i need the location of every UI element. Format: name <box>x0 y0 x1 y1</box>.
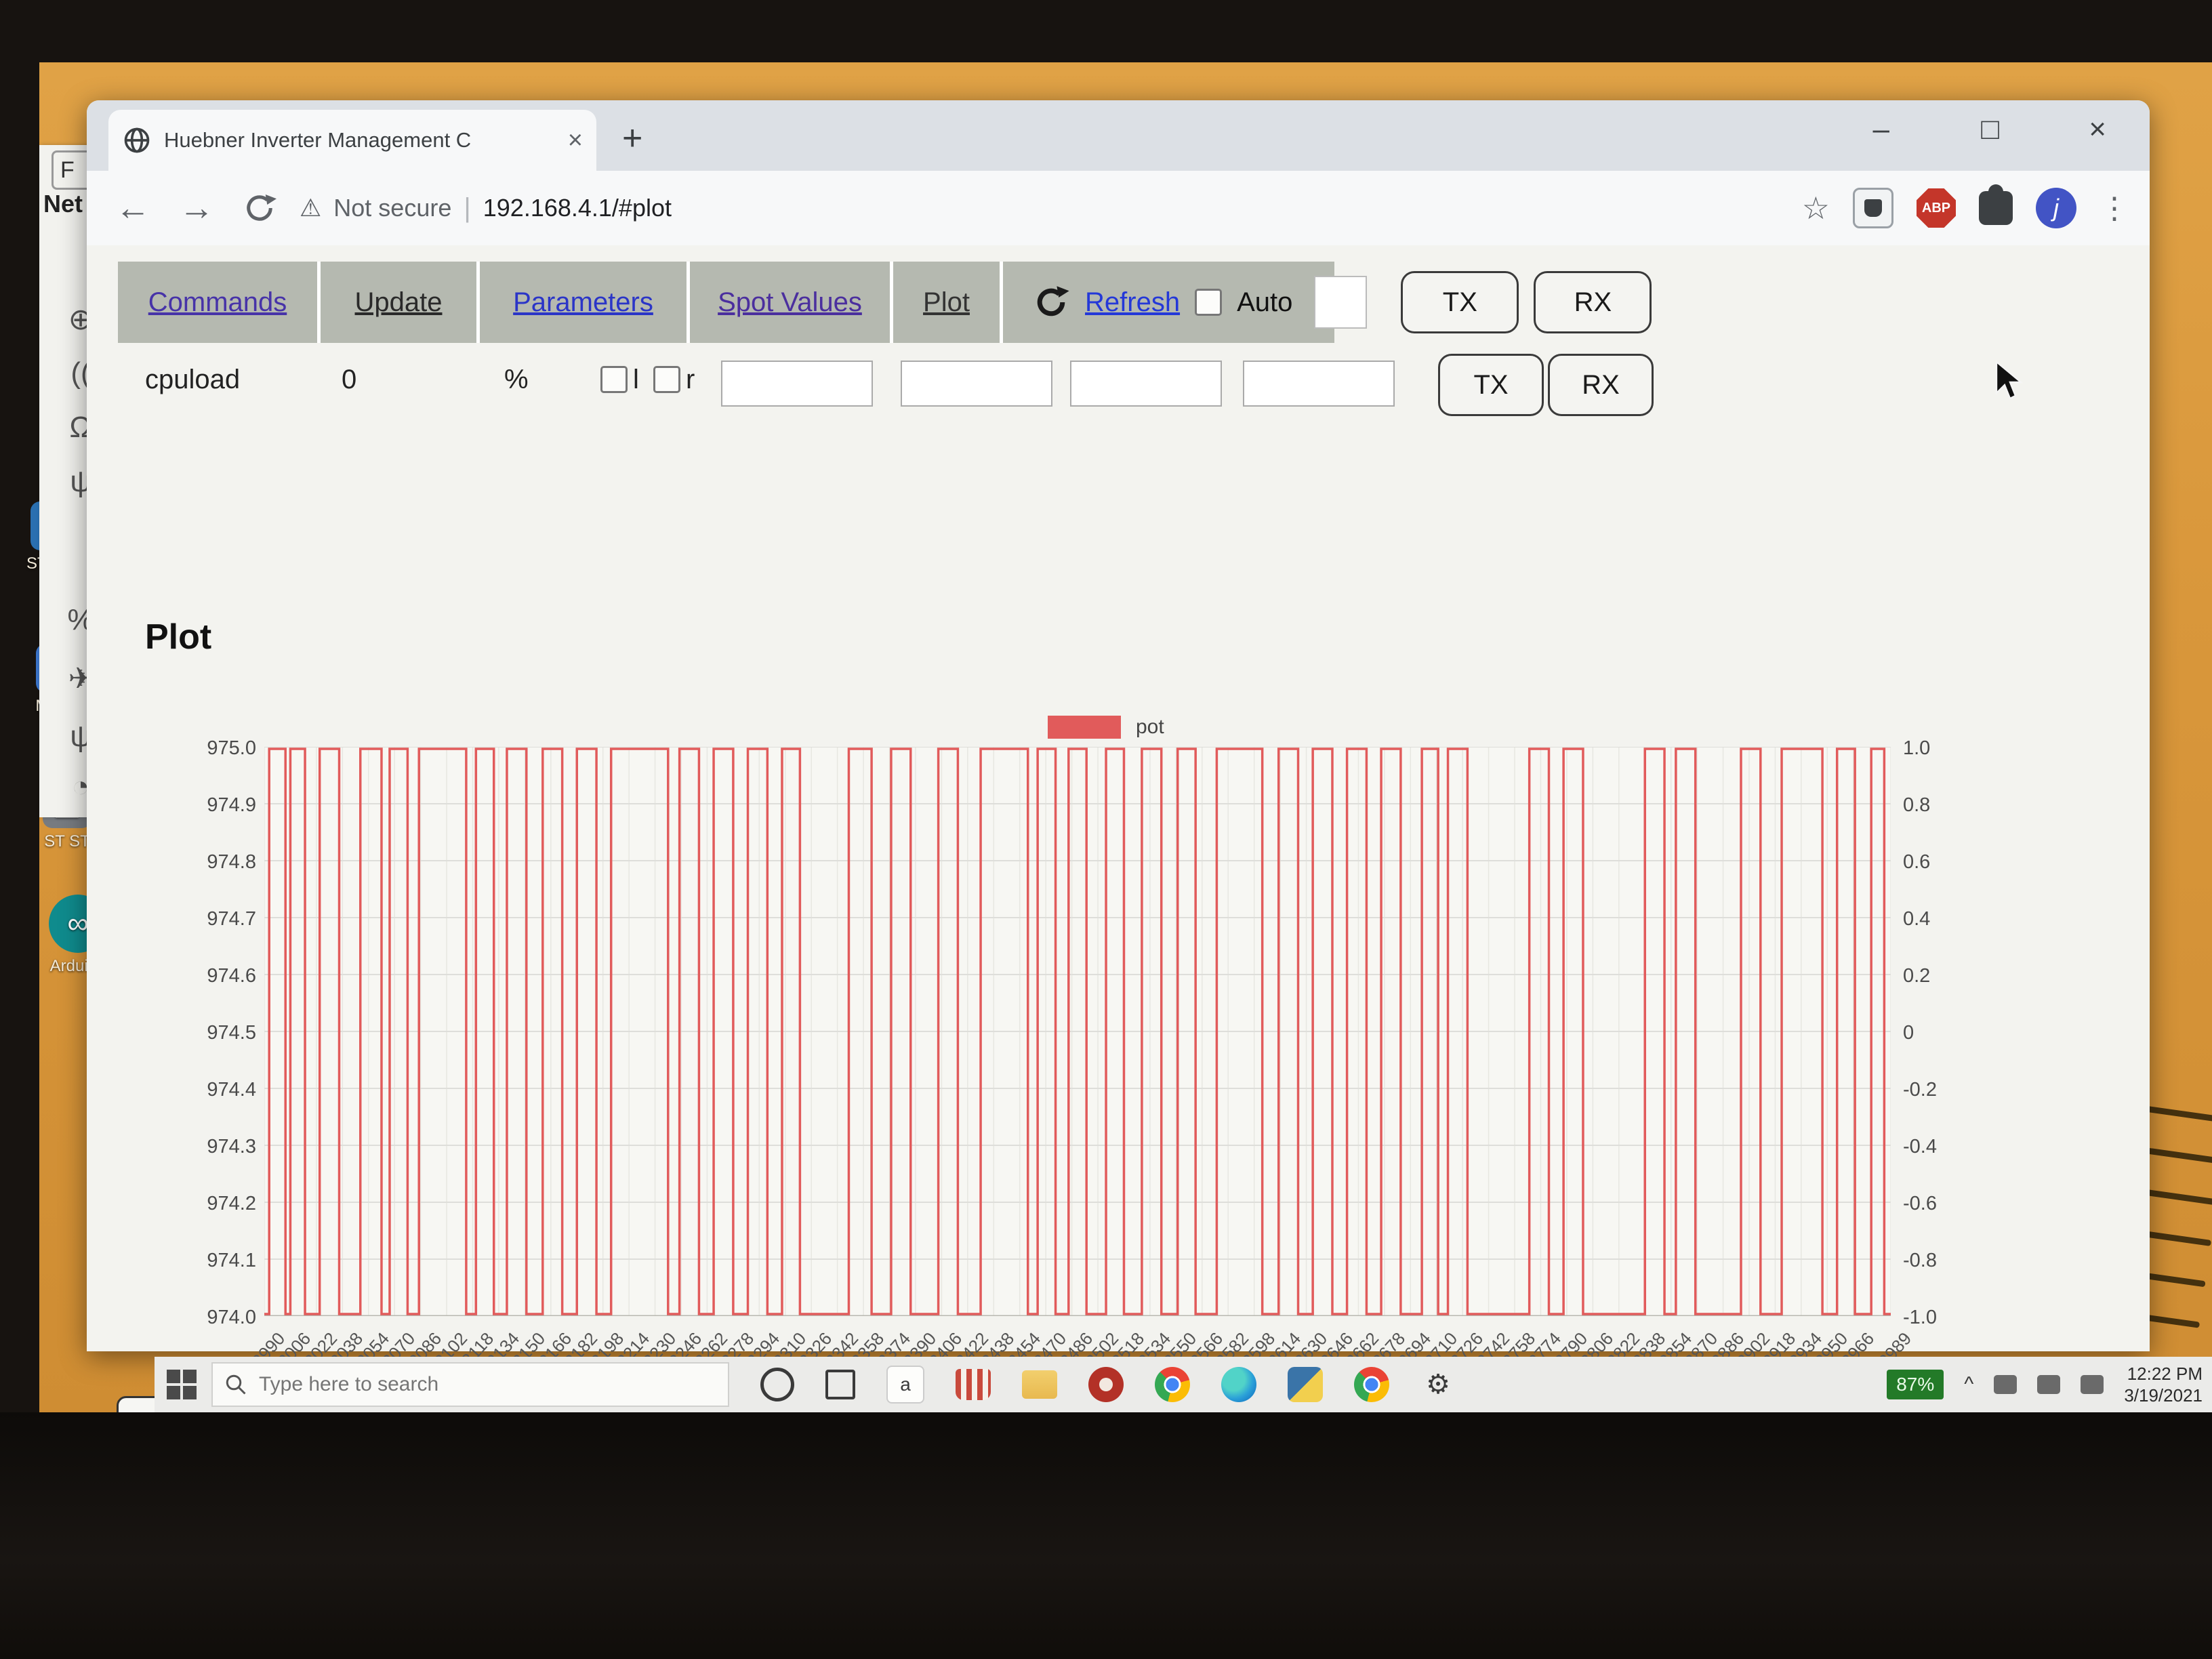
back-icon[interactable]: ← <box>115 188 150 228</box>
page-content: Commands Update Parameters Spot Values Plot … <box>87 245 2150 1456</box>
left-plot-checkbox[interactable] <box>600 366 628 393</box>
cortana-icon[interactable] <box>760 1368 794 1401</box>
search-input[interactable] <box>258 1372 694 1397</box>
nav-cell-commands[interactable]: Commands <box>118 262 321 343</box>
new-tab-button[interactable]: + <box>622 119 643 158</box>
browser-window: Huebner Inverter Management C × + – □ × … <box>87 100 2150 1456</box>
battery-percentage-badge[interactable]: 87% <box>1887 1370 1944 1399</box>
row-tx-button[interactable]: TX <box>1438 354 1544 416</box>
y-axis-left: 975.0 974.9 974.8 974.7 974.6 974.5 974.4 974.3… <box>207 737 256 1328</box>
spot-value-row: cpuload 0 % l r TX RX <box>118 348 1744 423</box>
clock-time: 12:22 PM <box>2127 1363 2203 1384</box>
taskbar-clock[interactable]: 12:22 PM 3/19/2021 <box>2124 1363 2203 1407</box>
y-axis-right: 1.0 0.8 0.6 0.4 0.2 0 -0.2 -0.4 -0.6 -0.8 -1.0 <box>1903 737 1937 1328</box>
extensions-puzzle-icon[interactable] <box>1979 184 2013 225</box>
browser-menu-icon[interactable]: ⋮ <box>2100 191 2129 225</box>
nav-cell-update[interactable]: Update <box>321 262 480 343</box>
profile-avatar[interactable]: j <box>2036 188 2076 228</box>
right-checkbox-label: r <box>686 365 695 394</box>
settings-gear-icon[interactable]: ⚙ <box>1426 1370 1450 1399</box>
left-checkbox-label: l <box>633 365 639 394</box>
mouse-cursor <box>1995 361 2024 400</box>
spot-value: 0 <box>342 365 357 394</box>
media-app-icon[interactable] <box>956 1369 991 1400</box>
nav-value-input[interactable] <box>1314 276 1368 329</box>
tray-chevron-icon[interactable]: ^ <box>1964 1373 1974 1395</box>
bookmark-star-icon[interactable]: ☆ <box>1801 190 1830 226</box>
red-app-icon[interactable] <box>1088 1367 1124 1402</box>
chrome-icon[interactable] <box>1155 1367 1190 1402</box>
legend-swatch <box>1048 716 1121 739</box>
tab-title: Huebner Inverter Management C <box>164 128 472 152</box>
laptop-base <box>0 1412 2212 1659</box>
browser-tab[interactable]: Huebner Inverter Management C × <box>108 110 596 171</box>
auto-checkbox[interactable] <box>1195 289 1223 316</box>
clock-date: 3/19/2021 <box>2124 1385 2203 1406</box>
plot-panel <box>264 746 1891 1317</box>
address-bar[interactable]: ⚠ Not secure | 192.168.4.1/#plot <box>300 193 672 224</box>
rx-button[interactable]: RX <box>1534 271 1652 333</box>
system-tray: 87% ^ 12:22 PM 3/19/2021 <box>1887 1357 2203 1412</box>
nav-link[interactable]: Spot Values <box>718 287 862 317</box>
nav-cell-plot[interactable]: Plot <box>893 262 1003 343</box>
tray-battery-icon[interactable] <box>2037 1375 2061 1394</box>
nav-cell-parameters[interactable]: Parameters <box>480 262 690 343</box>
globe-favicon-icon <box>124 127 150 153</box>
start-button-icon[interactable] <box>167 1370 197 1399</box>
shield-extension-icon[interactable] <box>1853 188 1893 228</box>
forward-icon[interactable]: → <box>179 188 214 228</box>
taskview-icon[interactable] <box>825 1370 855 1399</box>
nav-link[interactable]: Commands <box>148 287 287 317</box>
spot-unit: % <box>504 365 529 394</box>
spot-input-4[interactable] <box>1243 361 1395 407</box>
app-a-icon[interactable]: a <box>886 1366 924 1404</box>
warning-icon: ⚠ <box>300 194 322 222</box>
browser-toolbar: ← → ⚠ Not secure | 192.168.4.1/#plot ☆ A… <box>87 171 2150 245</box>
nav-link[interactable]: Parameters <box>513 287 653 317</box>
background-window-net-label: Net <box>43 190 83 218</box>
python-icon[interactable] <box>1288 1367 1323 1402</box>
page-navbar: Commands Update Parameters Spot Values Plot <box>118 262 1334 343</box>
spot-input-1[interactable] <box>721 361 873 407</box>
edge-icon[interactable] <box>1221 1367 1256 1402</box>
url-text: 192.168.4.1/#plot <box>483 194 672 222</box>
maximize-button[interactable]: □ <box>1981 112 1999 146</box>
plot-canvas <box>264 746 1891 1317</box>
url-separator: | <box>464 192 471 223</box>
plot-legend: pot <box>1048 716 1164 739</box>
refresh-link[interactable]: Refresh <box>1085 287 1181 317</box>
right-plot-checkbox[interactable] <box>653 366 680 393</box>
row-rx-button[interactable]: RX <box>1548 354 1654 416</box>
tx-button[interactable]: TX <box>1401 271 1519 333</box>
spot-name: cpuload <box>145 365 241 394</box>
nav-link[interactable]: Update <box>354 287 443 317</box>
auto-label: Auto <box>1237 287 1293 317</box>
search-icon <box>226 1374 246 1395</box>
not-secure-label: Not secure <box>333 194 452 222</box>
taskbar: a⚙ 87% ^ 12:22 PM 3/19/2021 <box>155 1357 2212 1412</box>
spot-input-3[interactable] <box>1070 361 1222 407</box>
close-window-button[interactable]: × <box>2089 112 2106 146</box>
tab-close-icon[interactable]: × <box>567 125 583 155</box>
nav-cell-spot-values[interactable]: Spot Values <box>690 262 893 343</box>
taskbar-search[interactable] <box>211 1362 729 1407</box>
tray-onedrive-icon[interactable] <box>1994 1375 2018 1394</box>
spot-input-2[interactable] <box>901 361 1052 407</box>
refresh-arrows-icon[interactable] <box>1032 283 1070 321</box>
chrome-profile2-icon[interactable] <box>1354 1367 1389 1402</box>
tab-strip: Huebner Inverter Management C × + – □ × <box>87 100 2150 171</box>
taskbar-app-icons: a ⚙ <box>760 1366 1456 1404</box>
file-explorer-icon[interactable] <box>1022 1370 1057 1399</box>
adblock-plus-icon[interactable]: ABP <box>1917 188 1956 228</box>
tray-wifi-icon[interactable] <box>2081 1375 2104 1394</box>
pie-chart-icon: ◔ <box>71 770 90 803</box>
reload-icon[interactable] <box>243 191 276 225</box>
legend-label: pot <box>1136 716 1164 738</box>
minimize-button[interactable]: – <box>1872 112 1889 146</box>
nav-link[interactable]: Plot <box>923 287 970 317</box>
plot-heading: Plot <box>145 617 212 657</box>
